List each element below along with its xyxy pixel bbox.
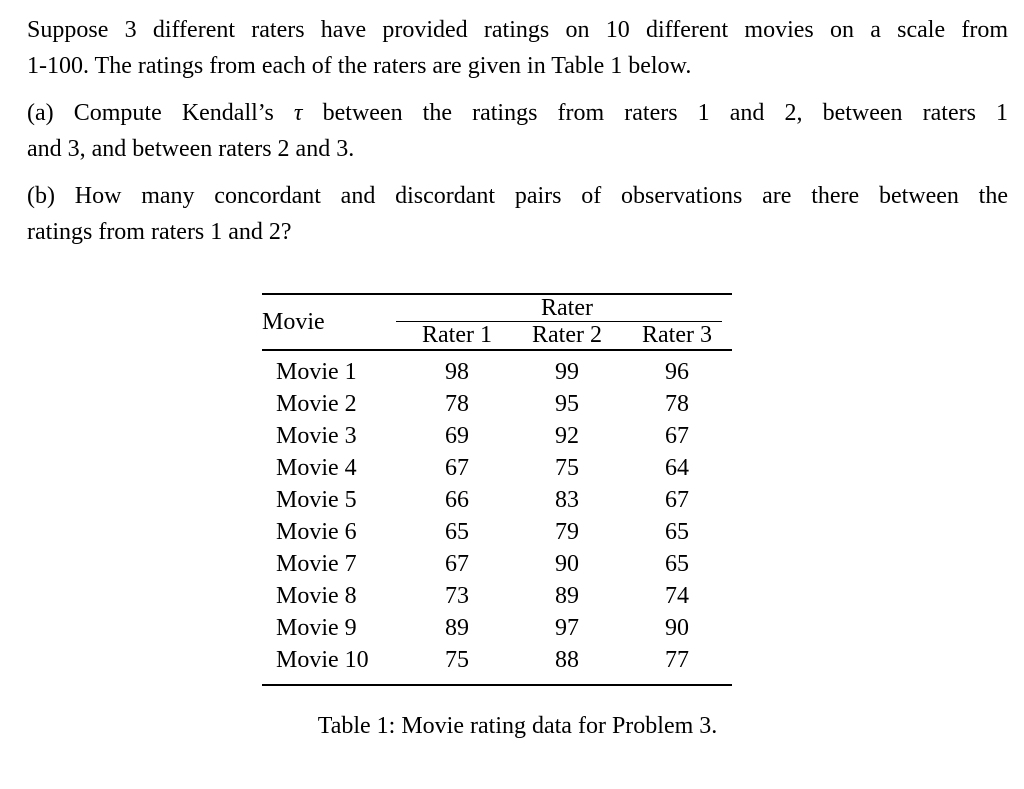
movie-name: Movie 3 — [276, 423, 357, 449]
movie-name: Movie 9 — [276, 615, 357, 641]
problem-statement-paragraph: Suppose 3 different raters have provided… — [27, 12, 1008, 84]
rater-2-value: 99 — [555, 359, 579, 385]
table-row: Movie 1 98 99 96 — [262, 350, 732, 388]
kendalls-tau-symbol: τ — [293, 100, 303, 126]
rater-2-value: 92 — [555, 423, 579, 449]
part-b-paragraph: (b) How many concordant and discordant p… — [27, 178, 1008, 250]
rater-3-value: 96 — [665, 359, 689, 385]
table-row: Movie 9 89 97 90 — [262, 612, 732, 644]
rater-3-value: 65 — [665, 551, 689, 577]
rater-1-value: 69 — [445, 423, 469, 449]
rater-2-value: 97 — [555, 615, 579, 641]
movie-name: Movie 8 — [276, 583, 357, 609]
movie-name: Movie 7 — [276, 551, 357, 577]
rater-2-value: 90 — [555, 551, 579, 577]
rater-1-value: 67 — [445, 551, 469, 577]
rater-2-value: 95 — [555, 391, 579, 417]
table-row: Movie 4 67 75 64 — [262, 452, 732, 484]
text-line: ratings from raters 1 and 2? — [27, 219, 292, 245]
part-a-paragraph: (a) Compute Kendall’s τ between the rati… — [27, 95, 1008, 167]
rater-3-value: 67 — [665, 423, 689, 449]
rater-2-value: 89 — [555, 583, 579, 609]
rater-3-value: 90 — [665, 615, 689, 641]
table-row: Movie 2 78 95 78 — [262, 388, 732, 420]
movie-name: Movie 5 — [276, 487, 357, 513]
rater-1-value: 75 — [445, 647, 469, 673]
rater-2-value: 83 — [555, 487, 579, 513]
movie-name: Movie 1 — [276, 359, 357, 385]
rater-1-value: 65 — [445, 519, 469, 545]
text-line: (b) How many concordant and discordant p… — [27, 183, 1008, 209]
rater-1-value: 67 — [445, 455, 469, 481]
rater-3-value: 64 — [665, 455, 689, 481]
rater-3-column-header: Rater 3 — [622, 322, 732, 351]
table-row: Movie 10 75 88 77 — [262, 644, 732, 685]
part-a-text-before-tau: (a) Compute Kendall’s — [27, 100, 274, 126]
rater-group-label: Rater — [541, 295, 593, 321]
rater-1-column-header: Rater 1 — [402, 322, 512, 351]
rater-1-value: 78 — [445, 391, 469, 417]
movie-column-header: Movie — [262, 294, 402, 351]
text-line: (a) Compute Kendall’s τ between the rati… — [27, 95, 1008, 131]
table-row: Movie 3 69 92 67 — [262, 420, 732, 452]
rater-1-value: 73 — [445, 583, 469, 609]
movie-ratings-table: Movie Rater Rater 1 Rater 2 Rater 3 Movi… — [262, 293, 732, 686]
rater-3-value: 65 — [665, 519, 689, 545]
movie-name: Movie 6 — [276, 519, 357, 545]
movie-name: Movie 2 — [276, 391, 357, 417]
rater-3-value: 67 — [665, 487, 689, 513]
rater-1-value: 89 — [445, 615, 469, 641]
rater-3-value: 78 — [665, 391, 689, 417]
rater-2-value: 75 — [555, 455, 579, 481]
rater-2-value: 88 — [555, 647, 579, 673]
subheader-row: Rater 1 Rater 2 Rater 3 — [262, 322, 732, 351]
rater-1-value: 66 — [445, 487, 469, 513]
rater-1-value: 98 — [445, 359, 469, 385]
movie-name: Movie 4 — [276, 455, 357, 481]
table-row: Movie 5 66 83 67 — [262, 484, 732, 516]
rater-3-value: 77 — [665, 647, 689, 673]
table-row: Movie 6 65 79 65 — [262, 516, 732, 548]
rater-2-column-header: Rater 2 — [512, 322, 622, 351]
text-line: 1-100. The ratings from each of the rate… — [27, 53, 692, 79]
table-row: Movie 8 73 89 74 — [262, 580, 732, 612]
part-a-text-after-tau: between the ratings from raters 1 and 2,… — [322, 100, 1009, 126]
rater-2-value: 79 — [555, 519, 579, 545]
table-block: Movie Rater Rater 1 Rater 2 Rater 3 Movi… — [262, 293, 1008, 686]
group-header-row: Movie Rater — [262, 294, 732, 351]
table-caption: Table 1: Movie rating data for Problem 3… — [317, 713, 718, 739]
text-line: Suppose 3 different raters have provided… — [27, 17, 1008, 43]
table-row: Movie 7 67 90 65 — [262, 548, 732, 580]
text-line: and 3, and between raters 2 and 3. — [27, 136, 355, 162]
movie-name: Movie 10 — [276, 647, 369, 673]
rater-3-value: 74 — [665, 583, 689, 609]
rater-group-header: Rater — [396, 294, 732, 322]
